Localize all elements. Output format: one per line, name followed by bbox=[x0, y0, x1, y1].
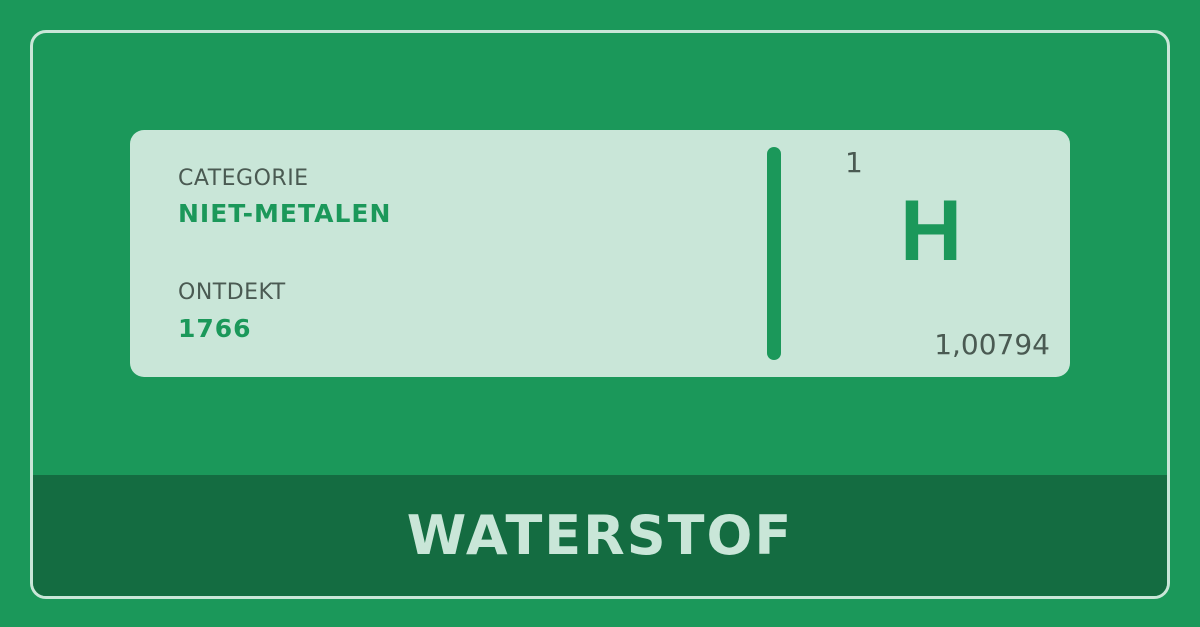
element-card: CATEGORIE NIET-METALEN ONTDEKT 1766 1 H … bbox=[130, 130, 1070, 377]
card-divider bbox=[767, 147, 781, 360]
category-value: NIET-METALEN bbox=[178, 199, 392, 228]
element-symbol: H bbox=[900, 183, 963, 279]
element-name-banner: WATERSTOF bbox=[33, 475, 1167, 596]
category-label: CATEGORIE bbox=[178, 166, 309, 191]
element-frame: CATEGORIE NIET-METALEN ONTDEKT 1766 1 H … bbox=[30, 30, 1170, 599]
atomic-number: 1 bbox=[845, 146, 863, 179]
atomic-weight: 1,00794 bbox=[934, 328, 1050, 361]
discovered-value: 1766 bbox=[178, 314, 252, 343]
element-name: WATERSTOF bbox=[406, 504, 794, 567]
discovered-label: ONTDEKT bbox=[178, 280, 286, 305]
